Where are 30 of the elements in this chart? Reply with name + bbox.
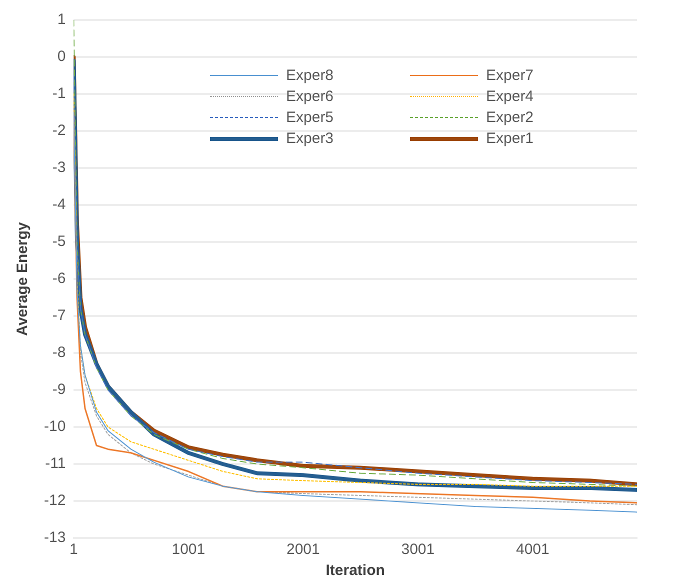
y-tick-label: -2 [52, 122, 66, 140]
legend-label: Exper4 [486, 88, 534, 105]
y-tick-label: 1 [57, 11, 66, 28]
legend-label: Exper5 [286, 109, 334, 126]
y-axis-title: Average Energy [14, 222, 32, 336]
x-axis-title: Iteration [326, 562, 385, 580]
y-tick-label: -6 [52, 270, 66, 288]
legend-label: Exper3 [286, 130, 334, 147]
legend-label: Exper7 [486, 67, 534, 84]
x-tick-label: 2001 [286, 541, 320, 558]
x-tick-label: 1001 [172, 541, 206, 558]
legend-label: Exper2 [486, 109, 534, 126]
y-tick-label: -12 [44, 492, 66, 510]
y-tick-label: -11 [45, 455, 66, 472]
y-tick-label: -4 [52, 196, 66, 214]
y-tick-label: -7 [52, 307, 66, 324]
x-tick-label: 4001 [516, 541, 550, 558]
legend-label: Exper8 [286, 67, 334, 84]
y-tick-label: -3 [52, 159, 66, 176]
legend-label: Exper1 [486, 130, 534, 147]
legend-label: Exper6 [286, 88, 334, 105]
y-tick-label: -8 [52, 344, 66, 362]
x-tick-label: 3001 [401, 541, 435, 558]
y-tick-label: -1 [52, 85, 66, 102]
y-tick-label: 0 [57, 48, 66, 66]
y-tick-label: -9 [52, 381, 66, 398]
y-tick-label: -13 [44, 529, 66, 546]
y-tick-label: -5 [52, 233, 66, 250]
y-tick-label: -10 [44, 418, 66, 436]
x-tick-label: 1 [70, 541, 78, 558]
